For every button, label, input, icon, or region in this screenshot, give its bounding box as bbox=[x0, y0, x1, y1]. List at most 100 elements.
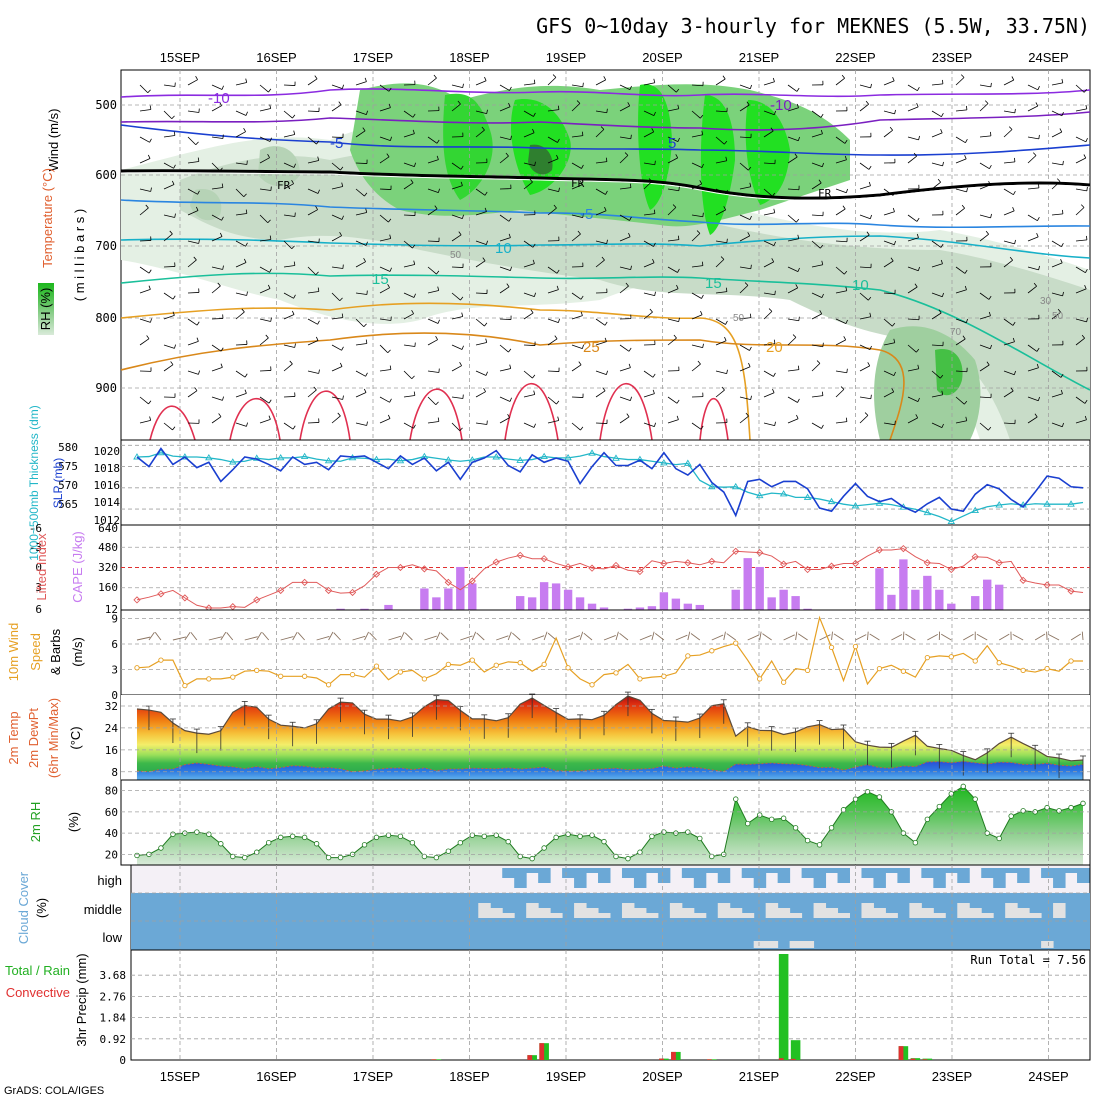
lifted-index-point bbox=[803, 565, 812, 574]
wind-barb-flag bbox=[894, 420, 896, 425]
wind-barb-flag bbox=[414, 162, 416, 167]
rh-point bbox=[876, 794, 883, 800]
wind-barb-flag bbox=[840, 386, 845, 390]
day-label: 19SEP bbox=[546, 50, 586, 65]
wind-barb bbox=[955, 109, 967, 112]
wind-barb bbox=[787, 287, 798, 294]
wind-barb-flag bbox=[363, 323, 367, 328]
lifted-index-point bbox=[875, 546, 884, 554]
wind-barb bbox=[427, 318, 439, 324]
cloud-high bbox=[574, 868, 587, 888]
cape-bar bbox=[887, 594, 896, 610]
wind-barb bbox=[787, 136, 799, 142]
wind-barb bbox=[998, 633, 1010, 641]
wind-barb bbox=[451, 266, 464, 268]
wind-barb-flag bbox=[651, 128, 655, 133]
wind-barb bbox=[931, 292, 943, 298]
wind-barb-flag bbox=[966, 105, 968, 110]
wind-barb-flag bbox=[772, 388, 775, 393]
wind-barb bbox=[955, 420, 967, 424]
wind-barb-flag bbox=[1038, 134, 1040, 139]
wind-barb-flag bbox=[150, 187, 152, 192]
wind-barb bbox=[955, 318, 967, 324]
wind-barb bbox=[643, 131, 654, 138]
wind-barb-flag bbox=[196, 337, 199, 342]
wind-barb bbox=[955, 396, 965, 405]
wind-barb-flag bbox=[605, 190, 608, 195]
wind-barb bbox=[691, 162, 703, 169]
wind-barb bbox=[427, 339, 438, 346]
cloud-high bbox=[633, 868, 647, 888]
thickness-tick: 565 bbox=[58, 498, 78, 511]
wind-barb bbox=[691, 344, 703, 349]
wind-barb bbox=[547, 318, 559, 323]
wind-barb-flag bbox=[1033, 282, 1037, 287]
wind-barb-flag bbox=[557, 416, 560, 421]
wind-barb bbox=[675, 634, 688, 641]
li-tick: 0 bbox=[35, 561, 42, 574]
wind-barb-flag bbox=[625, 282, 629, 287]
cape-bar bbox=[420, 588, 429, 610]
wind-speed-point bbox=[924, 654, 930, 661]
wind-barb bbox=[355, 292, 367, 295]
wind-barb bbox=[811, 264, 823, 268]
wind-barb-flag bbox=[726, 238, 728, 243]
wind-barb bbox=[1027, 187, 1039, 190]
wind-barb bbox=[691, 233, 701, 242]
wind-barb bbox=[595, 129, 605, 138]
wind-tick: 0 bbox=[111, 689, 118, 702]
wind-barb bbox=[835, 370, 847, 374]
wind-barb-flag bbox=[846, 368, 848, 373]
rh-point bbox=[505, 838, 511, 845]
lifted-index-point bbox=[540, 555, 548, 563]
wind-barb bbox=[235, 131, 246, 138]
wind-barb-flag bbox=[436, 270, 440, 275]
lifted-index-point bbox=[780, 560, 788, 568]
rh-point bbox=[457, 839, 464, 846]
wind-barb bbox=[1003, 370, 1015, 376]
wind-barb bbox=[307, 340, 319, 346]
wind-barb bbox=[403, 182, 414, 190]
wind-barb bbox=[523, 370, 533, 379]
rh-point bbox=[373, 834, 380, 841]
wind-barb-flag bbox=[821, 391, 824, 396]
wind-barb bbox=[307, 389, 317, 398]
cloud-high bbox=[717, 868, 731, 883]
wind-barb bbox=[763, 392, 775, 398]
wind-barb bbox=[835, 389, 845, 398]
wind-barb bbox=[907, 318, 920, 321]
cloud-low-gap bbox=[765, 941, 779, 948]
rh-point bbox=[529, 855, 535, 862]
wind-barb bbox=[667, 136, 679, 143]
wind-barb-flag bbox=[987, 426, 992, 431]
lifted-index-point bbox=[277, 586, 285, 595]
wind-barb-flag bbox=[722, 75, 726, 80]
credit: GrADS: COLA/IGES bbox=[4, 1085, 104, 1097]
wind-barb bbox=[364, 631, 370, 641]
wind-barb bbox=[931, 370, 941, 379]
wind-barb-flag bbox=[389, 365, 392, 370]
wind-barb bbox=[139, 266, 150, 274]
wind-barb bbox=[379, 418, 391, 424]
wind-barb-flag bbox=[291, 180, 294, 184]
wind-barb-flag bbox=[457, 100, 461, 105]
wind-barb bbox=[187, 161, 199, 164]
wind-barb bbox=[931, 263, 943, 268]
wind-barb-flag bbox=[869, 214, 872, 219]
wind-barb bbox=[512, 632, 521, 641]
wind-barb bbox=[715, 370, 727, 375]
upper-air-panel: -10 -10 -5 5 -5 10 15 15 10 25 20 FR FR … bbox=[95, 69, 1091, 441]
cape-bar bbox=[384, 604, 393, 610]
rh-point bbox=[361, 842, 368, 848]
wind-barb bbox=[451, 344, 463, 350]
wind-barb-flag bbox=[630, 265, 632, 270]
wind-barb-flag bbox=[389, 234, 392, 239]
wind-barb bbox=[163, 422, 173, 431]
wind-barb-flag bbox=[412, 129, 415, 134]
wind-barb bbox=[259, 214, 269, 224]
wind-barb-flag bbox=[749, 215, 752, 220]
wind-barb-flag bbox=[867, 296, 872, 301]
wind-barb bbox=[235, 82, 247, 86]
